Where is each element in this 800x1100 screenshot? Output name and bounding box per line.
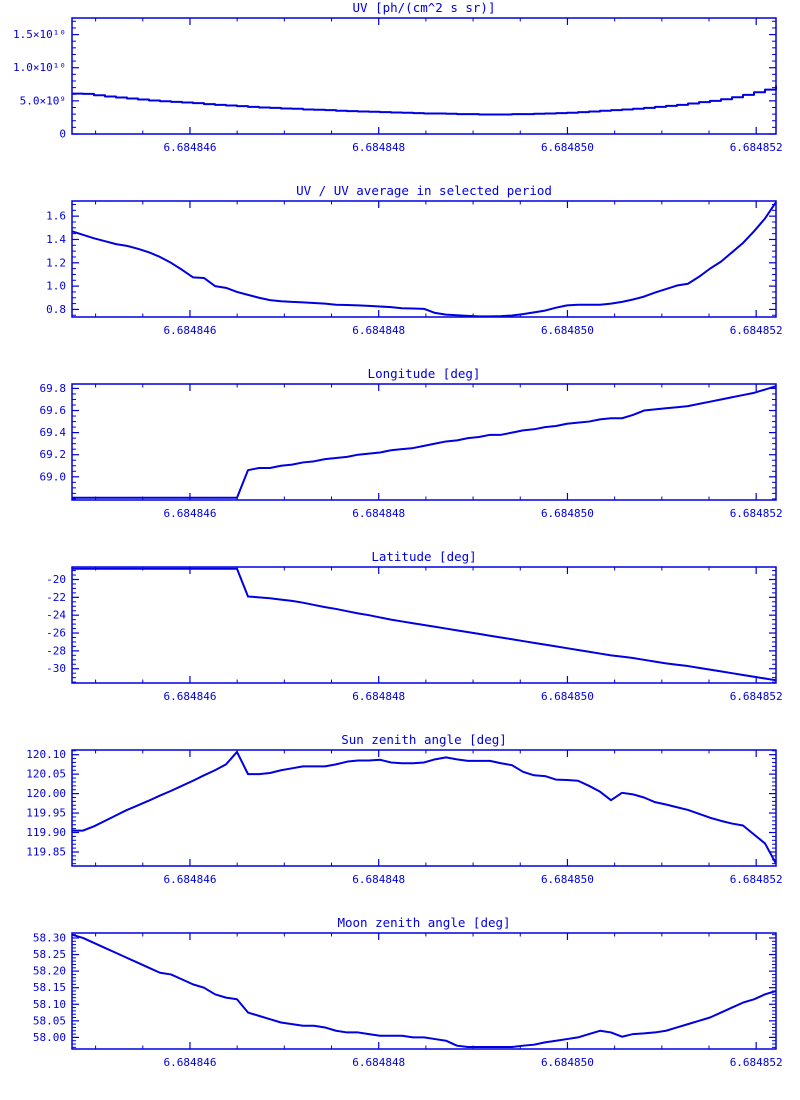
y-tick-label: -30 bbox=[46, 662, 66, 675]
data-line bbox=[71, 201, 777, 318]
y-tick-label: -26 bbox=[46, 627, 66, 640]
x-tick-label: 6.684852 bbox=[730, 690, 783, 703]
y-tick-label: 58.25 bbox=[33, 948, 66, 961]
y-tick-label: 69.4 bbox=[40, 426, 67, 439]
chart-title: UV [ph/(cm^2 s sr)] bbox=[353, 0, 496, 15]
data-line bbox=[72, 750, 777, 865]
y-tick-label: 119.95 bbox=[26, 807, 66, 820]
x-tick-label: 6.684848 bbox=[352, 690, 405, 703]
y-tick-label: 1.2 bbox=[46, 256, 66, 269]
x-tick-label: 6.684848 bbox=[352, 141, 405, 154]
y-tick-label: 0 bbox=[59, 128, 66, 141]
x-tick-label: 6.684846 bbox=[163, 141, 216, 154]
y-tick-label: -28 bbox=[46, 644, 66, 657]
y-tick-label: -24 bbox=[46, 609, 66, 622]
y-tick-label: 1.0×10¹⁰ bbox=[13, 61, 66, 74]
chart-moon-zenith: Moon zenith angle [deg] 6.684846 6.684848 6… bbox=[33, 915, 783, 1069]
y-tick-label: 120.10 bbox=[26, 748, 66, 761]
chart-title: UV / UV average in selected period bbox=[296, 183, 552, 198]
data-line bbox=[72, 85, 777, 116]
x-tick-label: 6.684848 bbox=[352, 873, 405, 886]
y-tick-label: 120.00 bbox=[26, 787, 66, 800]
plot-frame bbox=[71, 749, 777, 867]
x-tick-label: 6.684846 bbox=[163, 690, 216, 703]
chart-title: Latitude [deg] bbox=[371, 549, 476, 564]
y-tick-label: 58.20 bbox=[33, 965, 66, 978]
y-tick-label: 120.05 bbox=[26, 768, 66, 781]
x-tick-label: 6.684852 bbox=[730, 1056, 783, 1069]
chart-title: Longitude [deg] bbox=[368, 366, 481, 381]
plot-longitude: Longitude [deg] 6.684846 6.684848 6.684850 6… bbox=[0, 366, 800, 549]
x-tick-label: 6.684846 bbox=[163, 324, 216, 337]
y-tick-label: -20 bbox=[46, 573, 66, 586]
y-tick-label: 58.05 bbox=[33, 1014, 66, 1027]
plot-uv: UV [ph/(cm^2 s sr)] 6.684846 6.684848 6.684… bbox=[0, 0, 800, 183]
y-tick-label: 1.4 bbox=[46, 233, 66, 246]
x-tick-label: 6.684846 bbox=[163, 507, 216, 520]
y-tick-label: 58.10 bbox=[33, 998, 66, 1011]
chart-title: Moon zenith angle [deg] bbox=[337, 915, 510, 930]
x-tick-label: 6.684850 bbox=[541, 324, 594, 337]
chart-uv: UV [ph/(cm^2 s sr)] 6.684846 6.684848 6.684… bbox=[13, 0, 783, 154]
plot-frame bbox=[71, 383, 777, 501]
chart-latitude: Latitude [deg] 6.684846 6.684848 6.684850 6.… bbox=[46, 549, 783, 703]
y-tick-label: 5.0×10⁹ bbox=[20, 94, 66, 107]
y-tick-label: 69.6 bbox=[40, 404, 67, 417]
x-tick-label: 6.684848 bbox=[352, 507, 405, 520]
chart-sun-zenith: Sun zenith angle [deg] 6.684846 6.684848 6.… bbox=[26, 732, 783, 886]
y-tick-label: 69.8 bbox=[40, 382, 67, 395]
y-tick-label: -22 bbox=[46, 591, 66, 604]
chart-uv-ratio: UV / UV average in selected period 6.6848… bbox=[46, 183, 783, 337]
y-tick-label: 1.5×10¹⁰ bbox=[13, 28, 66, 41]
x-tick-label: 6.684852 bbox=[730, 873, 783, 886]
y-tick-label: 58.00 bbox=[33, 1031, 66, 1044]
y-tick-label: 119.90 bbox=[26, 826, 66, 839]
x-tick-label: 6.684848 bbox=[352, 324, 405, 337]
x-tick-label: 6.684850 bbox=[541, 507, 594, 520]
plot-frame bbox=[71, 17, 777, 135]
plot-sun-zenith: Sun zenith angle [deg] 6.684846 6.684848 6.… bbox=[0, 732, 800, 915]
x-tick-label: 6.684850 bbox=[541, 141, 594, 154]
plot-moon-zenith: Moon zenith angle [deg] 6.684846 6.684848 6… bbox=[0, 915, 800, 1098]
y-tick-label: 119.85 bbox=[26, 845, 66, 858]
data-line bbox=[71, 933, 777, 1049]
x-tick-label: 6.684846 bbox=[163, 1056, 216, 1069]
plot-latitude: Latitude [deg] 6.684846 6.684848 6.684850 6.… bbox=[0, 549, 800, 732]
y-tick-label: 58.30 bbox=[33, 931, 66, 944]
x-tick-label: 6.684852 bbox=[730, 507, 783, 520]
data-line bbox=[72, 567, 777, 682]
x-tick-label: 6.684852 bbox=[730, 324, 783, 337]
x-tick-label: 6.684850 bbox=[541, 873, 594, 886]
x-tick-label: 6.684850 bbox=[541, 690, 594, 703]
x-tick-label: 6.684848 bbox=[352, 1056, 405, 1069]
y-tick-label: 58.15 bbox=[33, 981, 66, 994]
chart-longitude: Longitude [deg] 6.684846 6.684848 6.684850 6… bbox=[40, 366, 783, 520]
y-tick-label: 69.0 bbox=[40, 470, 67, 483]
x-tick-label: 6.684846 bbox=[163, 873, 216, 886]
y-tick-label: 1.0 bbox=[46, 280, 66, 293]
y-tick-label: 1.6 bbox=[46, 210, 66, 223]
y-tick-label: 69.2 bbox=[40, 448, 67, 461]
y-tick-label: 0.8 bbox=[46, 303, 66, 316]
data-line bbox=[72, 385, 777, 499]
plot-frame bbox=[71, 932, 777, 1050]
plot-frame bbox=[71, 200, 777, 318]
x-tick-label: 6.684852 bbox=[730, 141, 783, 154]
x-tick-label: 6.684850 bbox=[541, 1056, 594, 1069]
plot-frame bbox=[71, 566, 777, 684]
plot-uv-ratio: UV / UV average in selected period 6.6848… bbox=[0, 183, 800, 366]
chart-title: Sun zenith angle [deg] bbox=[341, 732, 507, 747]
